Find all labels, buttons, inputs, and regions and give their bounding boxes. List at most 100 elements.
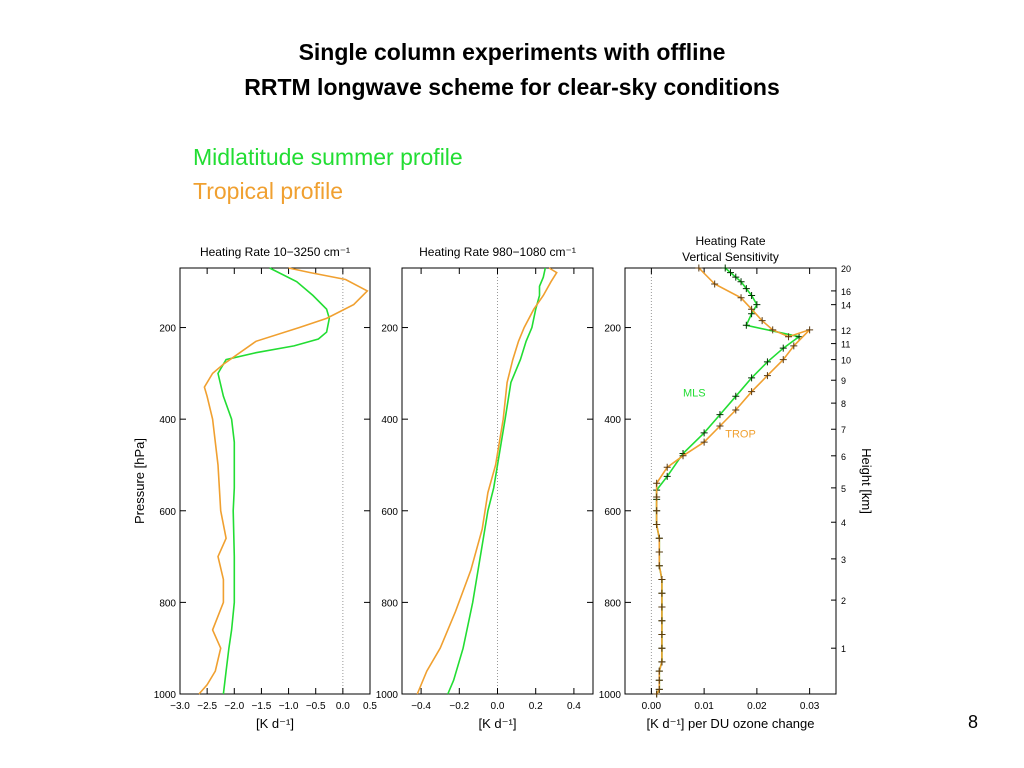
data-point-marker [653, 521, 661, 529]
data-point-marker [716, 411, 724, 419]
x-tick-label: 0.03 [800, 701, 820, 712]
height-tick-label: 3 [841, 555, 846, 565]
data-point-marker [721, 264, 729, 272]
data-point-marker [655, 534, 663, 542]
data-point-marker [748, 374, 756, 382]
y-tick-label: 400 [604, 415, 621, 426]
x-tick-label: −3.0 [170, 701, 190, 712]
height-tick-label: 5 [841, 484, 846, 494]
data-point-marker [658, 589, 666, 597]
panel-subtitle: Vertical Sensitivity [682, 250, 779, 264]
data-point-marker [695, 264, 703, 272]
data-point-marker [785, 333, 793, 341]
y-tick-label: 400 [159, 415, 176, 426]
x-axis-label: [K d⁻¹] [479, 716, 517, 731]
x-tick-label: −0.2 [449, 701, 469, 712]
x-tick-label: 0.4 [567, 701, 581, 712]
x-tick-label: 0.5 [363, 701, 377, 712]
height-tick-label: 16 [841, 287, 851, 297]
x-tick-label: −0.4 [411, 701, 431, 712]
height-tick-label: 7 [841, 425, 846, 435]
plot-frame [179, 267, 371, 695]
data-point-marker [790, 342, 798, 350]
panel-title: Heating Rate [695, 234, 765, 248]
data-point-marker [737, 294, 745, 302]
data-point-marker [658, 617, 666, 625]
series-line-trop [655, 267, 811, 695]
x-tick-label: −0.5 [306, 701, 326, 712]
series-annotation: TROP [725, 428, 756, 440]
data-point-marker [779, 356, 787, 364]
x-tick-label: 0.2 [529, 701, 543, 712]
panel-title: Heating Rate 10−3250 cm⁻¹ [200, 245, 350, 259]
height-tick-label: 12 [841, 326, 851, 336]
data-point-marker [655, 667, 663, 675]
data-point-marker [653, 479, 661, 487]
y-tick-label: 1000 [599, 690, 622, 701]
chart-panel-3: Heating Rate Vertical Sensitivity 0.00 0.01… [599, 234, 874, 731]
data-point-marker [779, 344, 787, 352]
height-tick-label: 4 [841, 518, 846, 528]
data-point-marker [711, 280, 719, 288]
slide-title-line1: Single column experiments with offline [298, 39, 726, 65]
height-tick-label: 9 [841, 376, 846, 386]
data-point-marker [748, 291, 756, 299]
data-point-marker [727, 269, 734, 277]
y-axis-label: Pressure [hPa] [132, 438, 147, 524]
data-point-marker [763, 358, 771, 366]
data-point-marker [655, 562, 663, 570]
data-point-marker [732, 406, 740, 414]
series-line-mls [447, 267, 547, 695]
plot-frame [624, 267, 837, 695]
data-point-marker [732, 392, 740, 400]
data-point-marker [748, 305, 756, 313]
series-annotation: MLS [683, 387, 706, 399]
data-point-marker [658, 575, 666, 583]
data-point-marker [748, 388, 756, 396]
data-point-marker [763, 372, 771, 380]
legend-mls: Midlatitude summer profile [193, 144, 463, 170]
height-tick-label: 10 [841, 356, 851, 366]
legend-trop: Tropical profile [193, 178, 343, 204]
data-point-marker [769, 326, 777, 334]
x-tick-label: 0.0 [491, 701, 505, 712]
y-tick-label: 1000 [376, 690, 399, 701]
x-tick-label: −2.5 [197, 701, 217, 712]
y-tick-label: 600 [381, 507, 398, 518]
x-tick-label: −2.0 [224, 701, 244, 712]
x-tick-label: −1.5 [252, 701, 272, 712]
y-tick-label: 200 [159, 324, 176, 335]
data-point-marker [655, 685, 663, 693]
y-tick-label: 1000 [154, 690, 177, 701]
data-point-marker [716, 422, 724, 430]
x-axis-label: [K d⁻¹] per DU ozone change [646, 716, 814, 731]
height-axis-label: Height [km] [859, 448, 874, 514]
chart-panel-1: Heating Rate 10−3250 cm⁻¹ −3.0 −2.5 −2.0 −1.… [132, 245, 377, 731]
data-point-marker [679, 452, 687, 460]
data-point-marker [653, 690, 661, 698]
height-tick-label: 2 [841, 596, 846, 606]
chart-panel-2: Heating Rate 980−1080 cm⁻¹ −0.4 −0.2 0.0 0.2… [376, 245, 594, 731]
data-point-marker [742, 285, 750, 293]
data-point-marker [658, 644, 666, 652]
y-tick-label: 800 [604, 598, 621, 609]
data-point-marker [658, 630, 666, 638]
series-line-mls [217, 267, 331, 695]
x-tick-label: 0.02 [747, 701, 767, 712]
data-point-marker [758, 317, 766, 325]
x-tick-label: 0.01 [694, 701, 714, 712]
data-point-marker [655, 548, 663, 556]
y-tick-label: 800 [381, 598, 398, 609]
y-tick-label: 800 [159, 598, 176, 609]
data-point-marker [795, 333, 803, 341]
x-axis-label: [K d⁻¹] [256, 716, 294, 731]
height-tick-label: 11 [841, 340, 850, 350]
data-point-marker [658, 658, 666, 666]
data-point-marker [655, 676, 663, 684]
data-point-marker [753, 301, 761, 309]
data-point-marker [653, 507, 661, 515]
data-point-marker [663, 463, 671, 471]
series-line-trop [416, 267, 558, 695]
data-point-marker [653, 493, 661, 501]
slide-title-line2: RRTM longwave scheme for clear-sky condi… [244, 74, 780, 100]
